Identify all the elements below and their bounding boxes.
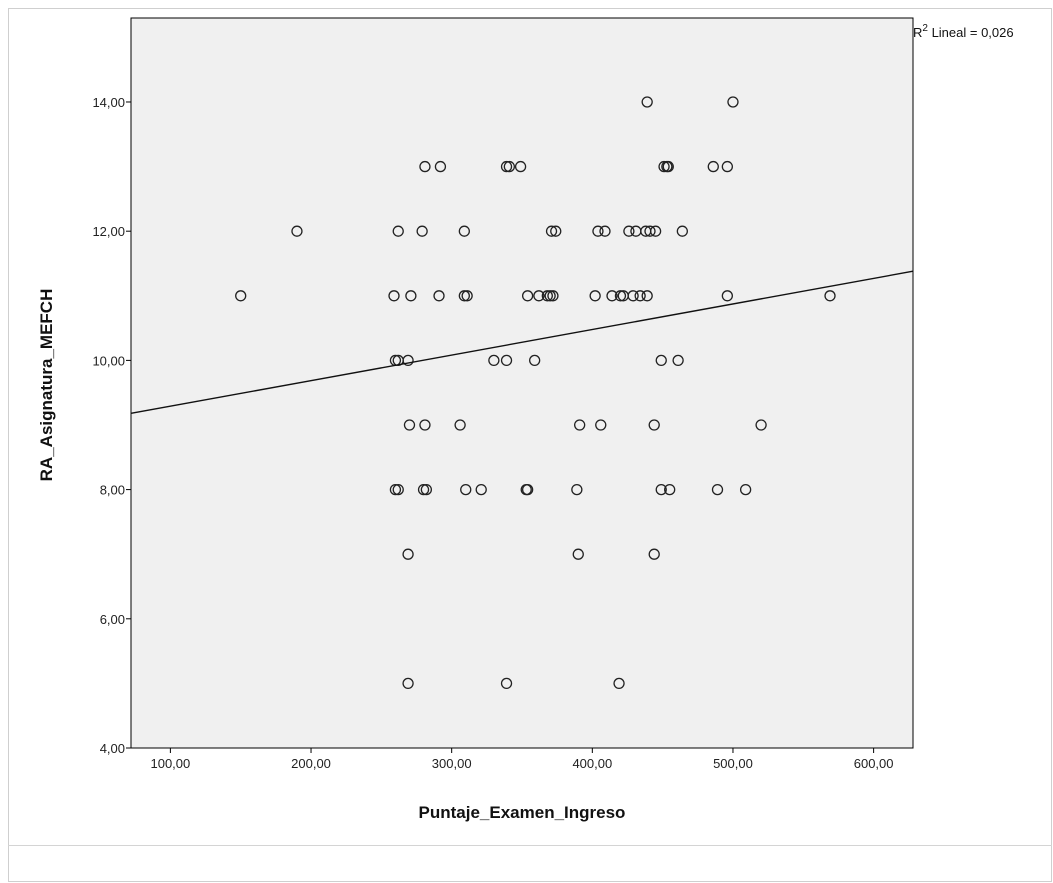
data-point	[458, 290, 470, 302]
data-point	[655, 354, 667, 367]
data-point	[416, 225, 428, 237]
data-point	[503, 160, 515, 173]
y-tick-label: 10,00	[92, 353, 125, 368]
output-divider	[8, 845, 1052, 846]
plot-area	[130, 17, 914, 749]
y-tick-label: 14,00	[92, 95, 125, 110]
y-tick-label: 8,00	[100, 483, 125, 498]
x-tick-label: 500,00	[713, 756, 753, 771]
data-point	[623, 225, 635, 237]
r-squared-suffix: Lineal = 0,026	[928, 25, 1014, 40]
x-tick-label: 600,00	[854, 756, 894, 771]
data-point	[824, 290, 836, 302]
data-point	[521, 290, 534, 302]
x-tick-label: 300,00	[432, 756, 472, 771]
data-point	[727, 96, 739, 108]
data-point	[420, 483, 433, 496]
y-tick-label: 6,00	[100, 612, 125, 627]
y-axis-title: RA_Asignatura_MEFCH	[37, 289, 56, 482]
data-point	[388, 290, 400, 302]
x-axis: 100,00 200,00 300,00 400,00 500,00 600,00	[150, 748, 894, 771]
data-point	[500, 354, 513, 367]
data-point	[550, 225, 562, 237]
data-point	[648, 548, 660, 560]
data-point	[417, 483, 430, 496]
data-point	[599, 225, 611, 237]
data-point	[572, 548, 584, 560]
data-point	[589, 290, 601, 302]
data-point	[433, 290, 445, 302]
data-point	[235, 290, 247, 302]
r-squared-superscript: 2	[922, 23, 928, 34]
data-point	[500, 677, 513, 690]
data-point	[662, 160, 674, 173]
data-point	[547, 290, 559, 302]
y-tick-label: 4,00	[100, 741, 125, 756]
data-point	[649, 225, 662, 237]
x-tick-label: 100,00	[150, 756, 190, 771]
data-point	[627, 290, 639, 302]
data-point	[707, 160, 719, 173]
data-point	[458, 225, 470, 237]
data-point	[488, 354, 500, 367]
data-point	[634, 290, 646, 302]
data-point	[475, 483, 487, 496]
data-point	[392, 483, 404, 496]
data-point	[405, 290, 417, 302]
data-point	[403, 419, 416, 431]
data-point	[402, 548, 414, 560]
data-point	[460, 483, 472, 496]
x-tick-label: 200,00	[291, 756, 331, 771]
x-axis-title: Puntaje_Examen_Ingreso	[419, 803, 626, 822]
data-points	[235, 96, 836, 690]
data-point	[641, 96, 653, 108]
data-point	[500, 160, 513, 173]
data-point	[614, 290, 627, 302]
data-point	[291, 225, 303, 237]
data-point	[392, 225, 404, 237]
x-tick-label: 400,00	[572, 756, 612, 771]
data-point	[721, 160, 733, 173]
data-point	[641, 290, 653, 302]
data-point	[541, 290, 553, 302]
data-point	[676, 225, 688, 237]
data-point	[533, 290, 545, 302]
output-frame	[8, 8, 1052, 882]
data-point	[402, 677, 414, 690]
data-point	[461, 290, 473, 302]
data-point	[574, 419, 586, 431]
data-point	[644, 225, 656, 237]
y-tick-label: 12,00	[92, 224, 125, 239]
fit-line	[130, 270, 914, 415]
data-point	[454, 419, 466, 431]
data-point	[402, 354, 414, 367]
data-point	[419, 419, 431, 431]
y-axis: 4,00 6,00 8,00 10,00 12,00 14,00	[92, 95, 131, 756]
data-point	[544, 290, 556, 302]
data-point	[389, 483, 402, 496]
data-point	[739, 483, 752, 496]
data-point	[592, 225, 604, 237]
data-point	[655, 483, 667, 496]
data-point	[648, 419, 660, 431]
data-point	[434, 160, 447, 173]
data-point	[514, 160, 527, 173]
data-point	[613, 677, 625, 690]
data-point	[521, 483, 534, 496]
r-squared-prefix: R	[913, 25, 922, 40]
data-point	[711, 483, 724, 496]
data-point	[755, 419, 767, 431]
r-squared-label: R2 Lineal = 0,026	[913, 23, 1014, 40]
data-point	[571, 483, 583, 496]
data-point	[606, 290, 618, 302]
data-point	[545, 225, 558, 237]
data-point	[672, 354, 684, 367]
data-point	[595, 419, 607, 431]
data-point	[529, 354, 541, 367]
data-point	[419, 160, 431, 173]
data-point	[664, 483, 676, 496]
data-point	[721, 290, 733, 302]
data-point	[658, 160, 670, 173]
